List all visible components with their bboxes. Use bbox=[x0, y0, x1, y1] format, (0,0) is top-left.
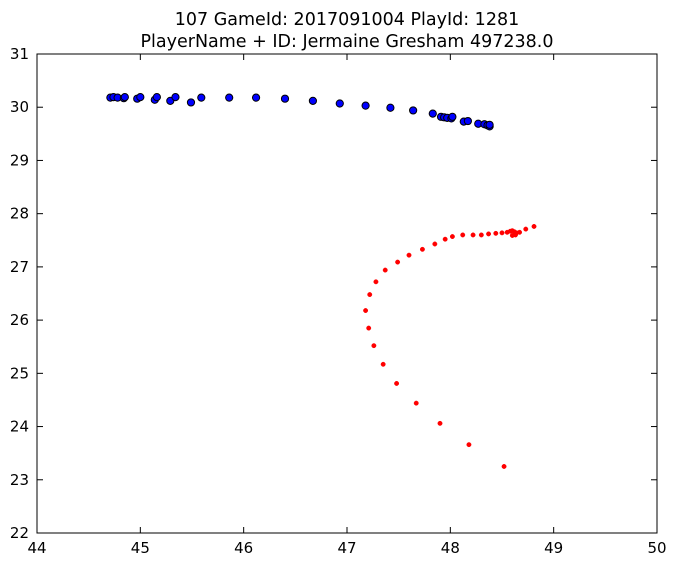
y-tick-label: 26 bbox=[10, 311, 29, 329]
data-point bbox=[335, 99, 344, 108]
data-point bbox=[470, 232, 476, 238]
points-layer bbox=[106, 93, 537, 469]
x-tick-label: 49 bbox=[544, 539, 563, 557]
data-point bbox=[382, 267, 388, 273]
data-point bbox=[409, 106, 418, 115]
x-tick-label: 48 bbox=[441, 539, 460, 557]
data-point bbox=[448, 112, 457, 121]
y-tick-label: 27 bbox=[10, 258, 29, 276]
data-point bbox=[531, 223, 537, 229]
data-point bbox=[478, 232, 484, 238]
ticks-layer: 44 45 46 47 48 49 50 22 23 24 25 26 27 28 29 30 31 bbox=[10, 45, 667, 557]
data-point bbox=[152, 93, 161, 102]
y-tick-label: 23 bbox=[10, 471, 29, 489]
y-tick-label: 28 bbox=[10, 205, 29, 223]
data-point bbox=[442, 236, 448, 242]
data-point bbox=[485, 120, 494, 129]
data-point bbox=[280, 94, 290, 103]
data-point bbox=[449, 234, 455, 240]
data-point bbox=[361, 101, 370, 110]
y-tick-label: 31 bbox=[10, 45, 29, 63]
data-point bbox=[367, 292, 373, 298]
data-point bbox=[437, 420, 443, 426]
x-tick-label: 50 bbox=[647, 539, 666, 557]
data-point bbox=[120, 93, 129, 102]
data-point bbox=[186, 98, 196, 107]
data-point bbox=[251, 93, 261, 102]
data-point bbox=[380, 361, 386, 367]
data-point bbox=[366, 325, 372, 331]
series-blue-points bbox=[106, 93, 494, 131]
y-tick-label: 25 bbox=[10, 364, 29, 382]
x-tick-label: 45 bbox=[131, 539, 150, 557]
chart-title-line-1: 107 GameId: 2017091004 PlayId: 1281 bbox=[175, 10, 519, 30]
series-red-points bbox=[363, 223, 537, 469]
data-point bbox=[406, 252, 412, 258]
data-point bbox=[413, 400, 419, 406]
data-point bbox=[225, 93, 234, 102]
data-point bbox=[419, 246, 425, 252]
data-point bbox=[499, 230, 505, 236]
y-tick-label: 24 bbox=[10, 418, 29, 436]
data-point bbox=[512, 232, 518, 238]
data-point bbox=[386, 103, 395, 112]
data-point bbox=[363, 308, 369, 313]
x-tick-label: 46 bbox=[234, 539, 253, 557]
y-tick-label: 29 bbox=[10, 151, 29, 169]
data-point bbox=[466, 442, 472, 448]
data-point bbox=[523, 226, 529, 232]
data-point bbox=[428, 109, 437, 118]
x-tick-label: 47 bbox=[337, 539, 356, 557]
data-point bbox=[394, 381, 400, 386]
y-tick-label: 30 bbox=[10, 98, 29, 116]
plot-frame bbox=[36, 53, 658, 534]
data-point bbox=[197, 93, 206, 102]
data-point bbox=[463, 116, 472, 126]
data-point bbox=[395, 259, 401, 265]
data-point bbox=[432, 241, 438, 247]
data-point bbox=[171, 93, 180, 102]
data-point bbox=[460, 232, 466, 238]
y-tick-label: 22 bbox=[10, 524, 29, 542]
x-tick-label: 44 bbox=[27, 539, 46, 557]
data-point bbox=[486, 231, 492, 237]
chart-title-line-2: PlayerName + ID: Jermaine Gresham 497238… bbox=[140, 32, 553, 52]
plot-area bbox=[37, 54, 657, 533]
data-point bbox=[373, 279, 379, 285]
data-point bbox=[501, 464, 507, 469]
data-point bbox=[371, 343, 377, 349]
data-point bbox=[136, 93, 145, 102]
data-point bbox=[308, 96, 317, 105]
data-point bbox=[517, 229, 523, 235]
data-point bbox=[493, 230, 499, 236]
